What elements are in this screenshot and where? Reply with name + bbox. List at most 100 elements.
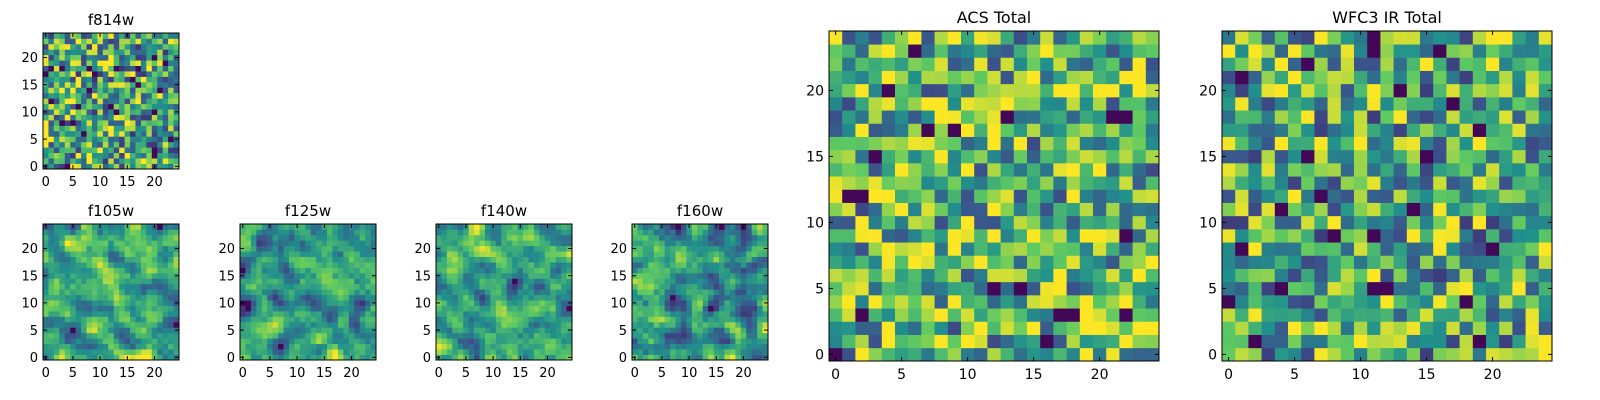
heatmap-cell: [53, 54, 60, 61]
heatmap-cell: [463, 294, 469, 301]
heatmap-cell: [1248, 44, 1262, 58]
heatmap-cell: [337, 283, 344, 290]
heatmap-cell: [1301, 268, 1315, 283]
heatmap-cell: [702, 267, 709, 274]
heatmap-cell: [1040, 31, 1054, 45]
heatmap-cell: [1459, 281, 1474, 296]
heatmap-cell: [43, 125, 49, 132]
heatmap-cell: [829, 83, 843, 98]
heatmap-cell: [1274, 281, 1289, 296]
heatmap-cell: [1079, 295, 1094, 309]
heatmap-cell: [70, 321, 76, 328]
heatmap-cell: [1119, 57, 1133, 71]
heatmap-cell: [86, 311, 93, 317]
heatmap-cell: [452, 278, 459, 285]
heatmap-cell: [1145, 149, 1160, 164]
heatmap-cell: [337, 305, 344, 312]
heatmap-cell: [343, 311, 350, 317]
heatmap-cell: [354, 245, 361, 252]
heatmap-cell: [173, 332, 180, 339]
heatmap-cell: [327, 256, 333, 263]
heatmap-cell: [157, 327, 164, 334]
heatmap-cell: [86, 43, 93, 50]
heatmap-cell: [675, 321, 682, 328]
heatmap-cell: [354, 300, 361, 306]
x-tick-label: 10: [959, 367, 977, 383]
heatmap-cell: [533, 262, 540, 268]
heatmap-cell: [653, 229, 660, 236]
heatmap-cell: [86, 103, 93, 110]
heatmap-cell: [1235, 242, 1249, 256]
heatmap-cell: [713, 327, 720, 334]
heatmap-cell: [1027, 334, 1041, 349]
heatmap-cell: [1446, 97, 1460, 111]
heatmap-cell: [332, 240, 339, 247]
heatmap-cell: [53, 114, 60, 121]
heatmap-cell: [702, 289, 709, 296]
heatmap-cell: [490, 289, 497, 296]
heatmap-cell: [283, 240, 290, 247]
heatmap-cell: [555, 300, 562, 306]
heatmap-cell: [506, 305, 513, 312]
heatmap-cell: [294, 262, 301, 268]
heatmap-cell: [512, 300, 518, 306]
heatmap-cell: [1367, 83, 1381, 98]
heatmap-cell: [261, 311, 268, 317]
heatmap-cell: [97, 262, 104, 268]
heatmap-cell: [108, 49, 115, 56]
heatmap-cell: [517, 327, 524, 334]
heatmap-cell: [708, 234, 714, 241]
heatmap-cell: [294, 240, 301, 247]
heatmap-cell: [272, 234, 279, 241]
heatmap-cell: [337, 338, 344, 345]
heatmap-cell: [1248, 281, 1262, 296]
heatmap-cell: [1472, 334, 1487, 349]
heatmap-cell: [1222, 268, 1236, 283]
heatmap-cell: [1248, 189, 1262, 203]
heatmap-cell: [256, 338, 263, 345]
heatmap-cell: [283, 354, 290, 361]
heatmap-cell: [135, 49, 142, 56]
heatmap-cell: [675, 229, 682, 236]
heatmap-cell: [151, 87, 158, 94]
heatmap-cell: [1079, 44, 1094, 58]
heatmap-cell: [1314, 176, 1328, 190]
heatmap-cell: [659, 245, 665, 252]
heatmap-cell: [53, 152, 60, 159]
heatmap-cell: [829, 136, 843, 151]
heatmap-cell: [337, 354, 344, 361]
heatmap-cell: [947, 334, 962, 349]
heatmap-cell: [1433, 242, 1447, 256]
heatmap-cell: [1446, 242, 1460, 256]
heatmap-cell: [102, 76, 109, 83]
heatmap-cell: [1132, 215, 1147, 230]
heatmap-cell: [359, 338, 366, 345]
heatmap-cell: [555, 305, 562, 312]
heatmap-cell: [829, 268, 843, 283]
heatmap-cell: [1261, 70, 1276, 85]
heatmap-cell: [1235, 255, 1249, 269]
heatmap-cell: [119, 272, 125, 279]
heatmap-cell: [70, 71, 76, 77]
heatmap-cell: [250, 316, 257, 323]
heatmap-cell: [895, 136, 909, 151]
heatmap-cell: [446, 272, 453, 279]
heatmap-cell: [299, 338, 306, 345]
heatmap-cell: [642, 256, 649, 263]
heatmap-cell: [1132, 255, 1147, 269]
heatmap-cell: [987, 57, 1001, 71]
heatmap-cell: [119, 103, 125, 110]
heatmap-cell: [64, 229, 71, 236]
heatmap-cell: [365, 354, 371, 361]
heatmap-cell: [757, 316, 763, 323]
heatmap-cell: [140, 136, 147, 143]
heatmap-cell: [495, 224, 502, 230]
heatmap-cell: [446, 256, 453, 263]
heatmap-cell: [452, 245, 459, 252]
heatmap-cell: [670, 321, 676, 328]
heatmap-cell: [108, 338, 115, 345]
y-tick-label: 0: [423, 351, 431, 366]
heatmap-cell: [97, 43, 104, 50]
heatmap-cell: [359, 224, 366, 230]
